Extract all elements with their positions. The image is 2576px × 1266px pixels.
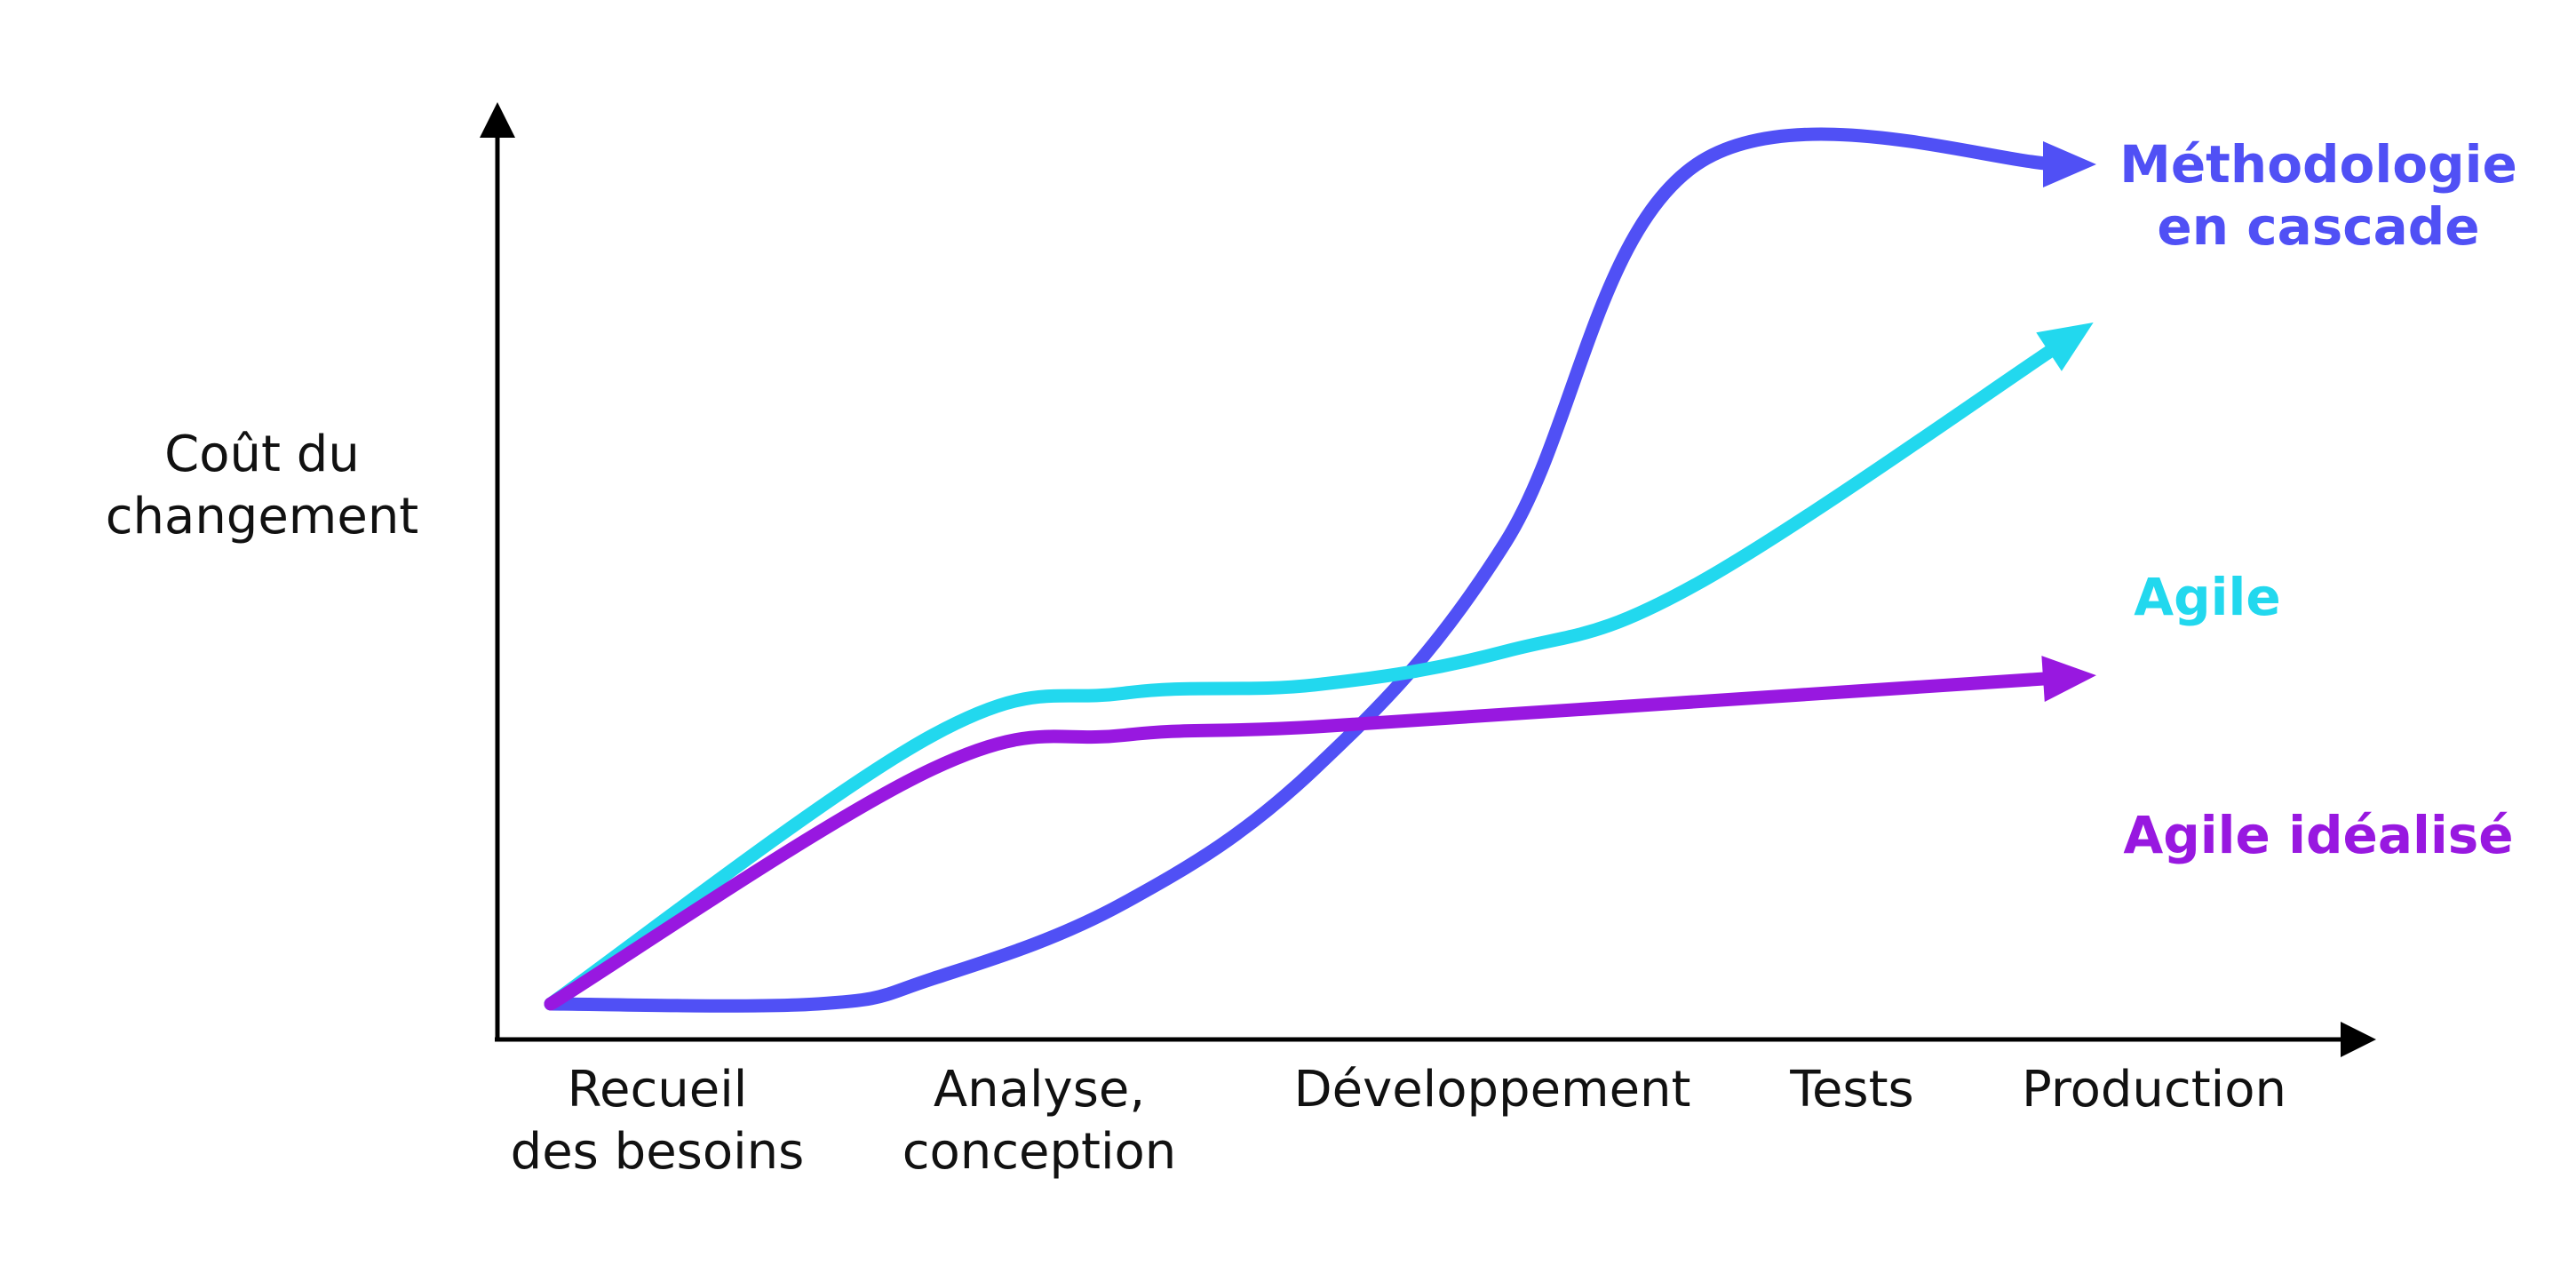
x-tick-label-line: Production	[2022, 1061, 2286, 1119]
series-labels: Méthodologie en cascade Agile Agile idéalis…	[2119, 134, 2517, 865]
series-lines	[544, 127, 2096, 1013]
y-axis-title: Coût du changement	[106, 426, 419, 545]
y-axis-arrow-icon	[480, 102, 515, 138]
series-arrowhead-icon	[2041, 656, 2096, 703]
series-label-line: en cascade	[2157, 196, 2479, 257]
x-tick-label: Production	[2022, 1061, 2286, 1119]
series-label-line: Méthodologie	[2119, 134, 2517, 195]
y-axis-title-line: Coût du	[164, 426, 360, 483]
x-tick-label: Analyse, conception	[902, 1061, 1177, 1181]
series-label: Agile	[2134, 567, 2281, 627]
series-label: Agile idéalisé	[2123, 805, 2513, 865]
x-tick-label-line: Recueil	[568, 1061, 748, 1119]
x-tick-label: Recueil des besoins	[511, 1061, 805, 1181]
series-line	[544, 671, 2068, 1011]
series-line	[544, 127, 2068, 1013]
x-tick-label-line: Analyse,	[934, 1061, 1145, 1119]
x-tick-label: Tests	[1789, 1061, 1913, 1119]
x-tick-label-line: des besoins	[511, 1123, 805, 1181]
x-tick-label-line: conception	[902, 1123, 1177, 1181]
x-tick-label-line: Tests	[1789, 1061, 1913, 1119]
y-axis-title-text: Coût du changement	[106, 426, 419, 545]
x-axis-arrow-icon	[2341, 1022, 2376, 1057]
series-arrowhead-icon	[2043, 141, 2096, 187]
series-arrowhead-icon	[2036, 322, 2094, 371]
x-tick-label-line: Développement	[1294, 1061, 1691, 1119]
series-line	[544, 335, 2071, 1011]
series-label-line: Agile idéalisé	[2123, 805, 2513, 865]
x-tick-label: Développement	[1294, 1061, 1691, 1119]
y-axis-title-line: changement	[106, 488, 419, 545]
series-label: Méthodologie en cascade	[2119, 134, 2517, 257]
series-label-line: Agile	[2134, 567, 2281, 627]
x-axis-categories: Recueil des besoins Analyse, conception Déve…	[511, 1061, 2286, 1181]
axes	[480, 102, 2376, 1057]
